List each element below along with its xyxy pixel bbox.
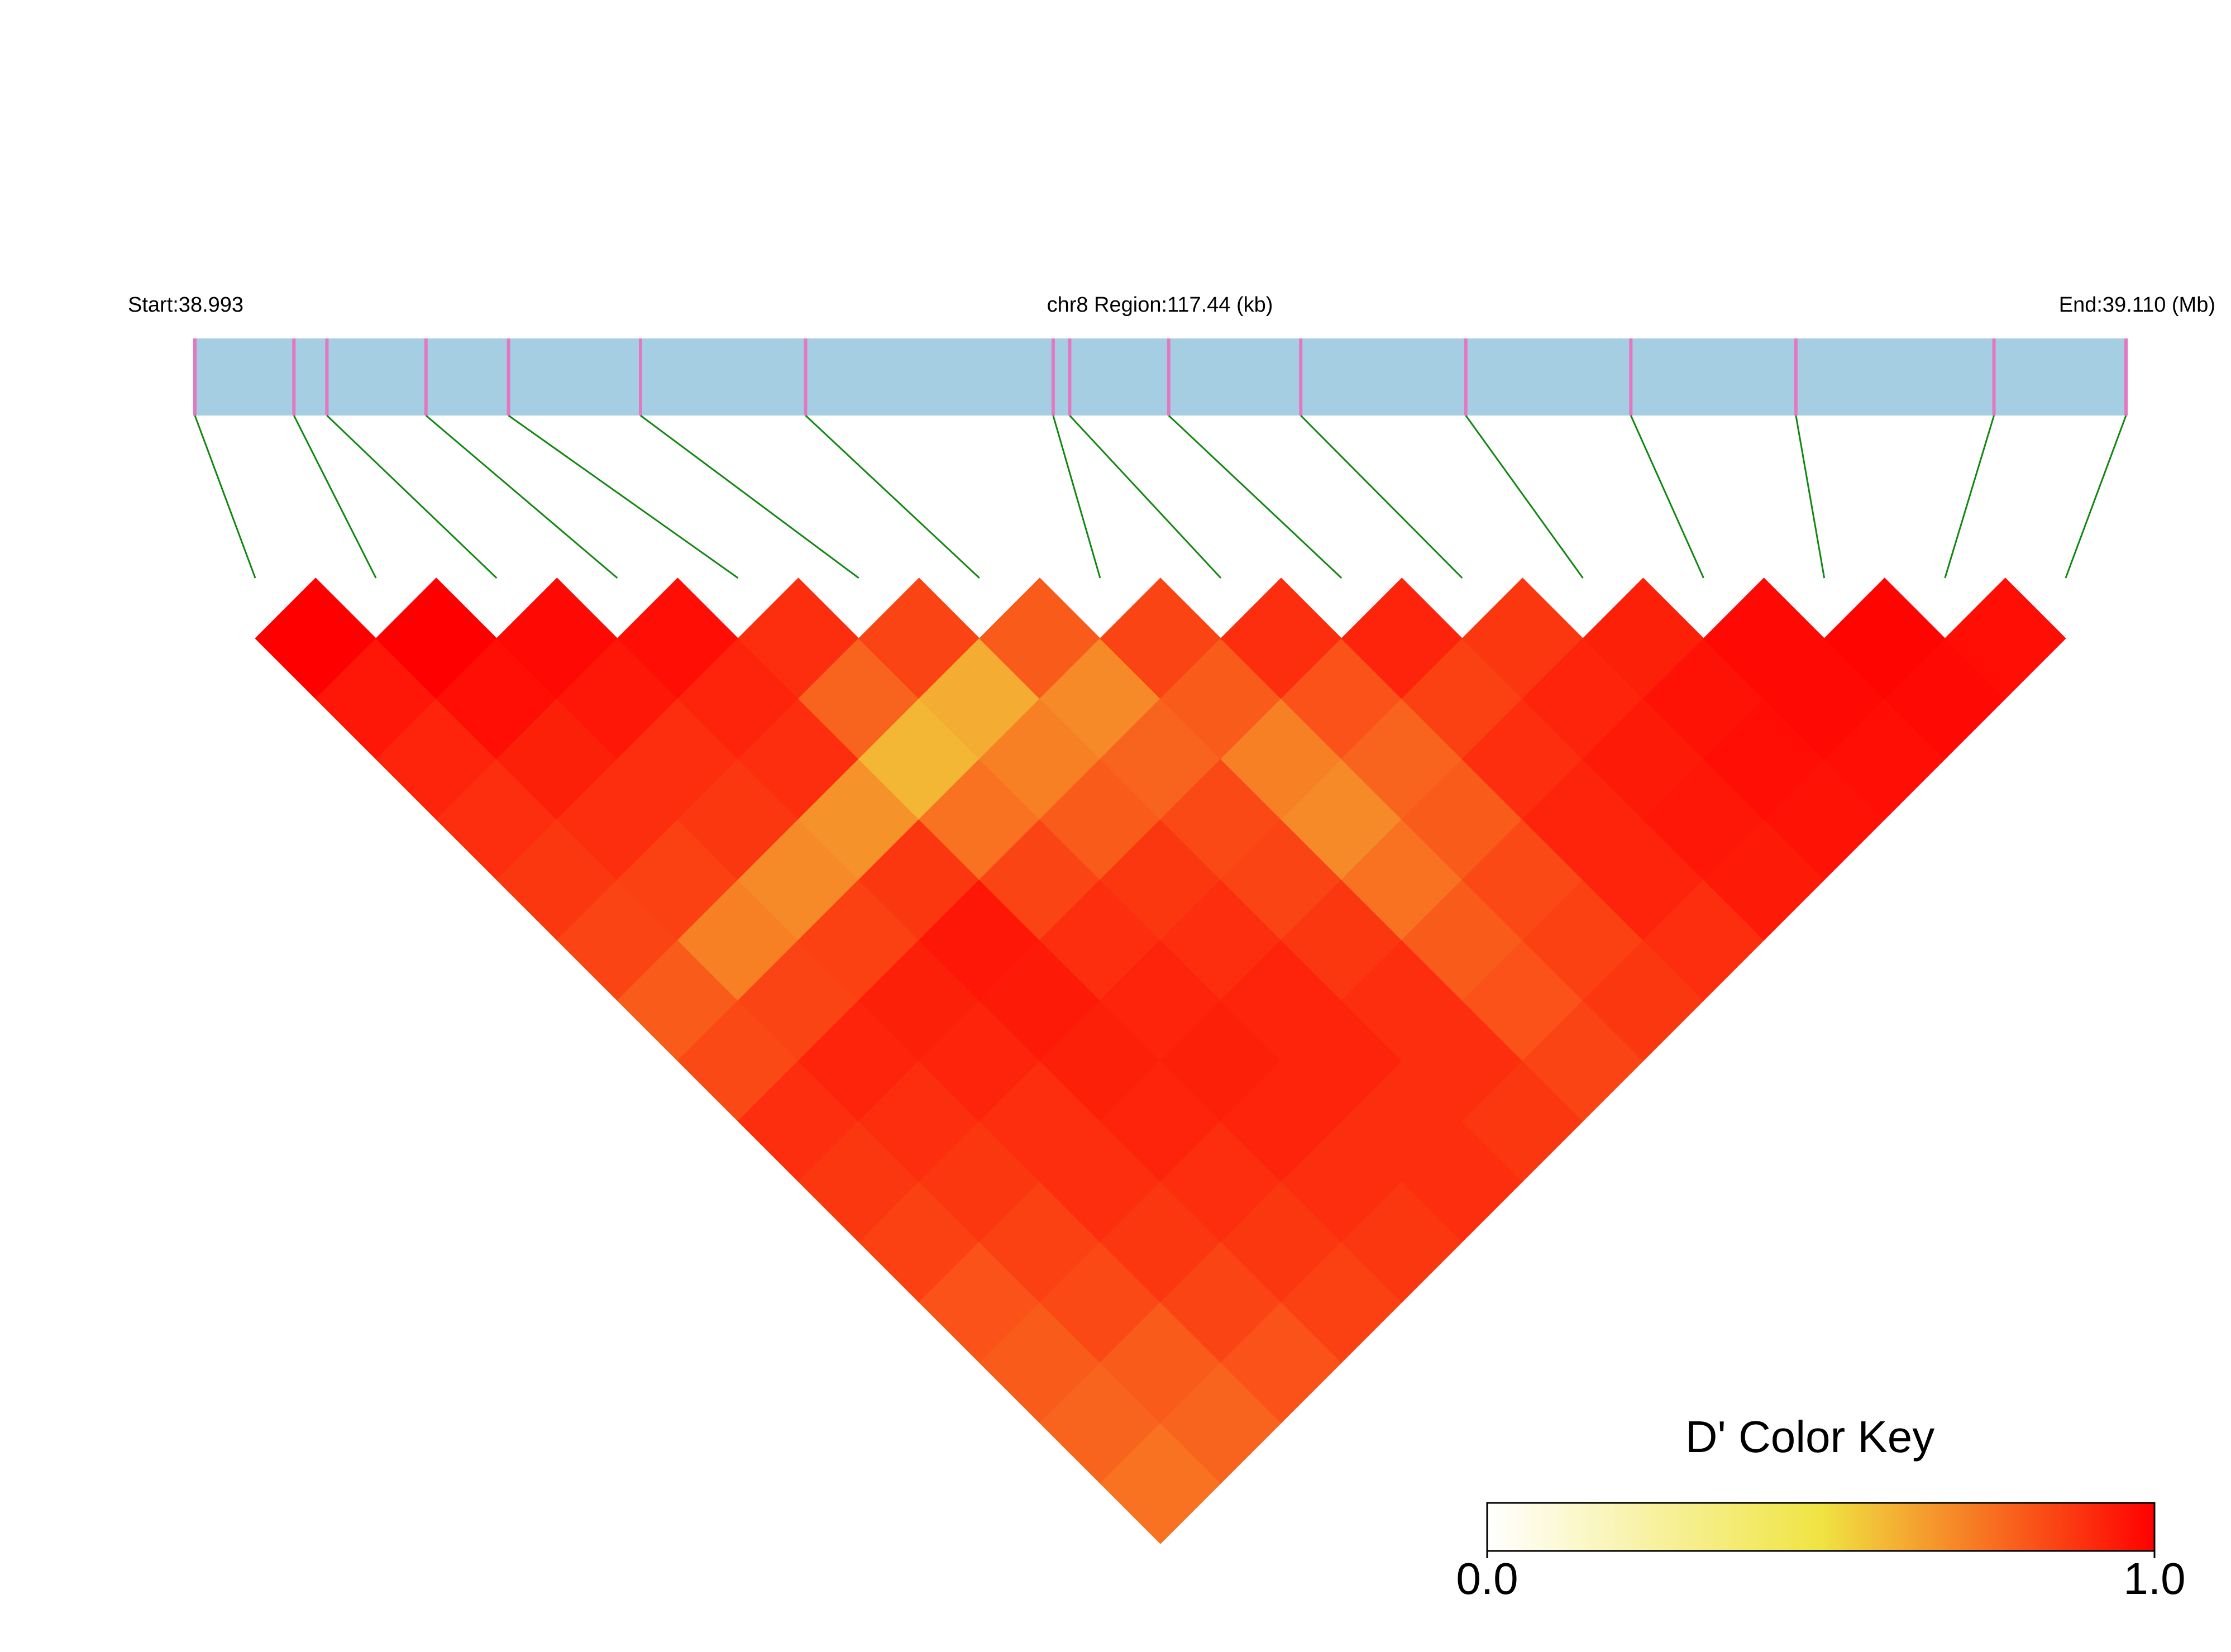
start-label: Start:38.993 xyxy=(128,293,243,317)
snp-connector xyxy=(425,414,618,579)
snp-connector xyxy=(194,415,256,579)
colorkey-bar xyxy=(1486,1502,2156,1552)
snp-connector xyxy=(508,414,739,579)
snp-connector xyxy=(1465,415,1584,579)
snp-bar xyxy=(195,338,2126,416)
colorkey-tick-label: 1.0 xyxy=(2123,1554,2185,1603)
snp-connector xyxy=(293,415,377,579)
snp-connector xyxy=(1795,415,1826,579)
snp-connector xyxy=(1630,415,1704,579)
snp-connector xyxy=(1944,415,1995,579)
region-label: chr8 Region:117.44 (kb) xyxy=(1047,293,1273,317)
snp-connector xyxy=(640,414,859,579)
snp-connector xyxy=(1300,414,1463,579)
colorkey-title: D' Color Key xyxy=(1685,1412,1935,1462)
snp-connector xyxy=(1052,415,1101,579)
ld-cell xyxy=(1945,577,2066,699)
snp-connector xyxy=(2065,415,2127,579)
colorkey-tick-label: 0.0 xyxy=(1456,1554,1518,1603)
snp-connector xyxy=(326,414,498,579)
snp-connector xyxy=(805,414,980,579)
end-label: End:39.110 (Mb) xyxy=(2059,293,2215,317)
snp-connector xyxy=(1069,414,1222,579)
snp-connector xyxy=(1168,414,1343,579)
